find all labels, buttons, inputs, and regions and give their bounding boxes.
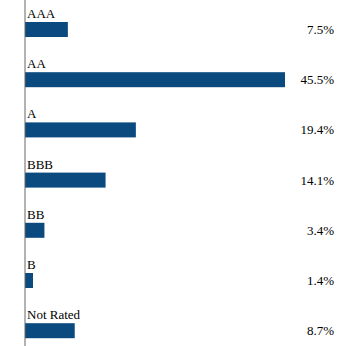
data-label: 8.7%: [307, 323, 334, 338]
category-label: Not Rated: [27, 307, 81, 322]
data-label: 14.1%: [300, 173, 334, 188]
data-label: 1.4%: [307, 273, 334, 288]
axis-line: [25, 0, 26, 346]
category-label: BB: [27, 207, 45, 222]
chart-container: AAA 7.5% AA 45.5% A 19.4% BBB 14.1% BB 3.4% B 1.4% N…: [0, 0, 360, 346]
category-label: A: [27, 106, 37, 121]
category-label: BBB: [27, 157, 53, 172]
bar: [25, 173, 106, 188]
data-label: 45.5%: [300, 72, 334, 87]
chart-svg: AAA 7.5% AA 45.5% A 19.4% BBB 14.1% BB 3.4% B 1.4% N…: [0, 0, 360, 346]
bar: [25, 323, 75, 338]
bar: [25, 223, 44, 238]
bar: [25, 72, 285, 87]
labels: AAA 7.5% AA 45.5% A 19.4% BBB 14.1% BB 3.4% B 1.4% N…: [27, 6, 334, 338]
data-label: 3.4%: [307, 223, 334, 238]
category-label: B: [27, 257, 36, 272]
bar: [25, 122, 136, 137]
data-label: 7.5%: [307, 22, 334, 37]
bar: [25, 273, 33, 288]
category-label: AAA: [27, 6, 56, 21]
category-label: AA: [27, 56, 46, 71]
bar: [25, 22, 68, 37]
data-label: 19.4%: [300, 122, 334, 137]
bars: [25, 22, 285, 338]
